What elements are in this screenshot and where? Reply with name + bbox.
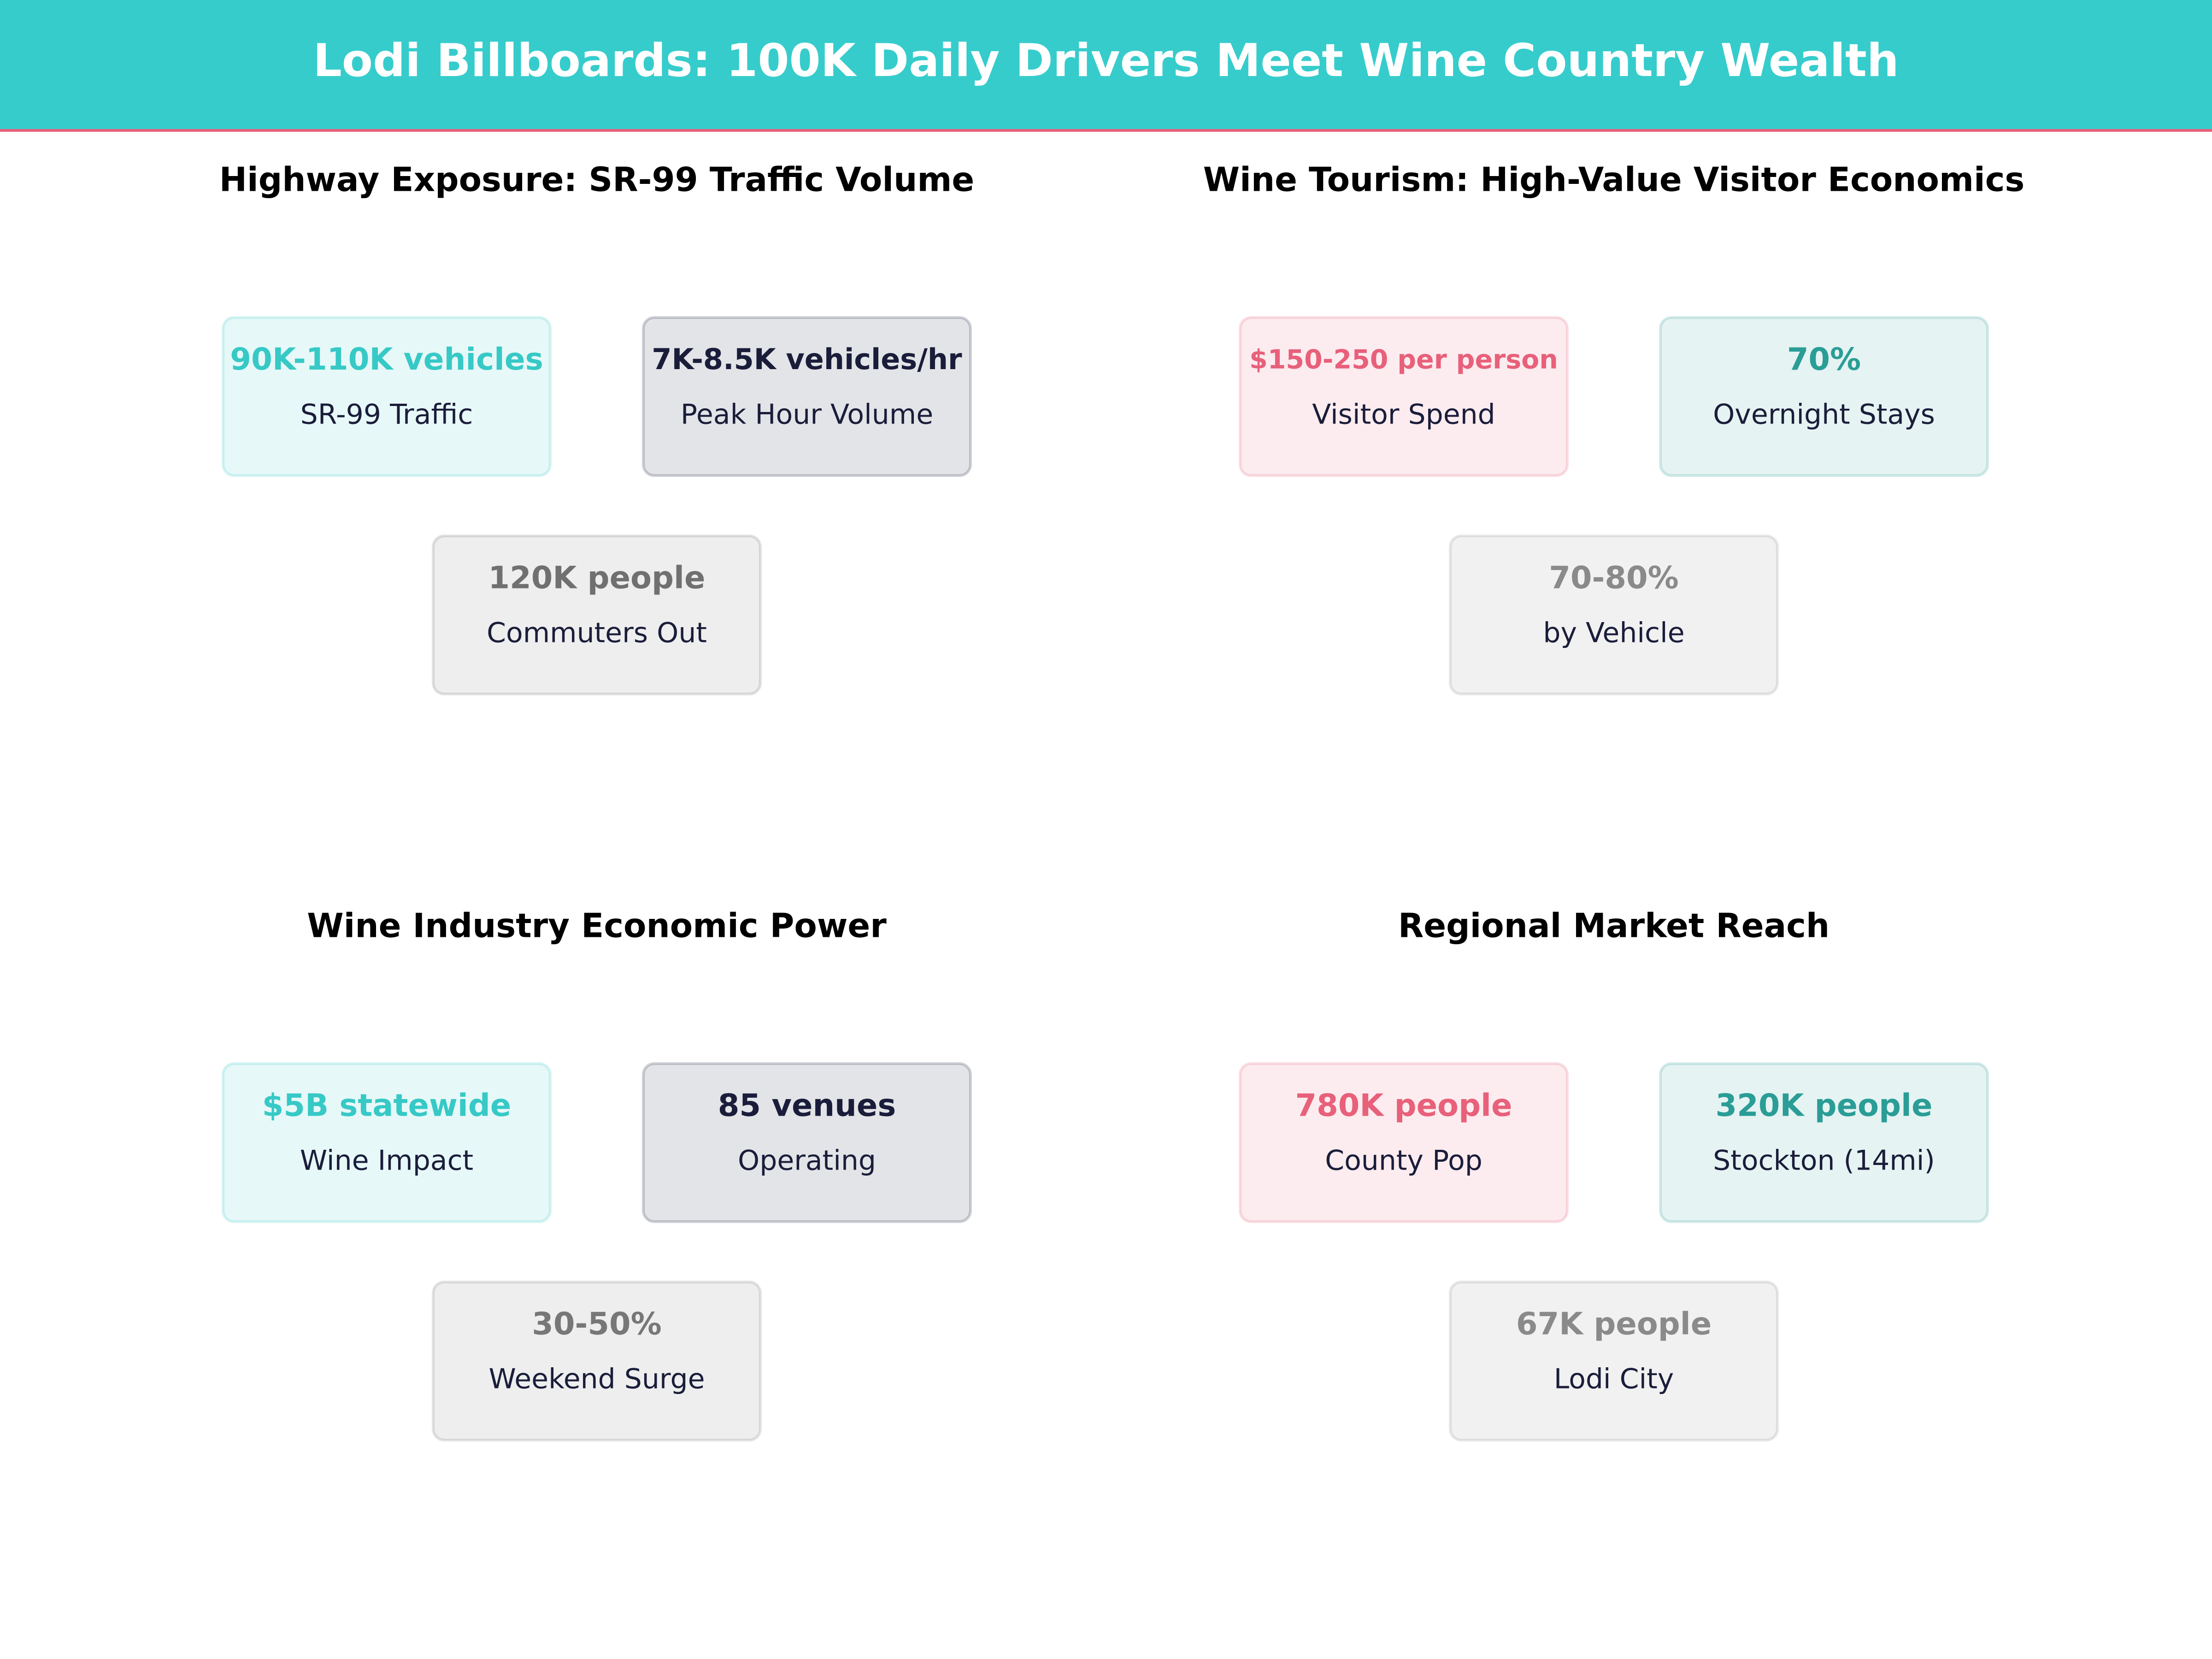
panel-title: Highway Exposure: SR-99 Traffic Volume <box>219 160 974 199</box>
card-label: Commuters Out <box>487 617 707 649</box>
panel-title: Regional Market Reach <box>1398 906 1830 945</box>
card-box <box>1239 1062 1569 1223</box>
kpi-card: 90K-110K vehicles SR-99 Traffic <box>222 316 552 477</box>
kpi-card: $150-250 per person Visitor Spend <box>1239 316 1569 477</box>
kpi-card: 85 venues Operating <box>642 1062 972 1223</box>
card-label: Wine Impact <box>300 1145 473 1177</box>
panel: Wine Industry Economic Power $5B statewid… <box>222 906 972 1441</box>
card-label: Lodi City <box>1554 1363 1674 1395</box>
card-label: Stockton (14mi) <box>1713 1145 1935 1177</box>
card-label: Overnight Stays <box>1713 399 1935 431</box>
header-band <box>0 0 2212 129</box>
card-label: by Vehicle <box>1543 617 1684 649</box>
kpi-card: 70-80% by Vehicle <box>1449 535 1779 695</box>
kpi-card: 70% Overnight Stays <box>1659 316 1989 477</box>
card-box <box>432 1281 762 1441</box>
card-box <box>642 316 972 477</box>
kpi-card: 780K people County Pop <box>1239 1062 1569 1223</box>
card-value: 30-50% <box>532 1306 661 1342</box>
card-value: $5B statewide <box>262 1088 511 1124</box>
card-box <box>1659 1062 1989 1223</box>
card-label: Visitor Spend <box>1312 399 1495 431</box>
card-value: 7K-8.5K vehicles/hr <box>652 342 962 376</box>
header-rule <box>0 129 2212 132</box>
kpi-card: 67K people Lodi City <box>1449 1281 1779 1441</box>
kpi-card: 30-50% Weekend Surge <box>432 1281 762 1441</box>
panel: Highway Exposure: SR-99 Traffic Volume 90… <box>219 160 974 695</box>
card-box <box>222 1062 552 1223</box>
card-value: 120K people <box>488 560 706 596</box>
card-label: SR-99 Traffic <box>300 399 473 431</box>
card-value: $150-250 per person <box>1249 345 1558 375</box>
kpi-card: $5B statewide Wine Impact <box>222 1062 552 1223</box>
card-value: 320K people <box>1716 1088 1933 1124</box>
card-value: 90K-110K vehicles <box>230 341 543 377</box>
kpi-card: 320K people Stockton (14mi) <box>1659 1062 1989 1223</box>
card-value: 70-80% <box>1549 560 1678 596</box>
kpi-card: 120K people Commuters Out <box>432 535 762 695</box>
card-value: 67K people <box>1516 1306 1712 1342</box>
card-box <box>642 1062 972 1223</box>
kpi-card: 7K-8.5K vehicles/hr Peak Hour Volume <box>642 316 972 477</box>
card-box <box>1449 1281 1779 1441</box>
card-box <box>1449 535 1779 695</box>
card-label: County Pop <box>1325 1145 1483 1177</box>
card-label: Peak Hour Volume <box>681 399 933 431</box>
panel: Wine Tourism: High-Value Visitor Economi… <box>1203 160 2024 695</box>
card-value: 780K people <box>1295 1088 1512 1124</box>
card-box <box>1659 316 1989 477</box>
card-box <box>222 316 552 477</box>
panel-title: Wine Tourism: High-Value Visitor Economi… <box>1203 160 2024 199</box>
card-box <box>432 535 762 695</box>
card-value: 70% <box>1787 341 1861 377</box>
card-label: Operating <box>738 1145 876 1177</box>
card-value: 85 venues <box>718 1088 896 1124</box>
card-label: Weekend Surge <box>488 1363 705 1395</box>
panel-title: Wine Industry Economic Power <box>307 906 887 945</box>
page-title: Lodi Billboards: 100K Daily Drivers Meet… <box>313 35 1899 87</box>
panel: Regional Market Reach 780K people County P… <box>1239 906 1989 1441</box>
card-box <box>1239 316 1569 477</box>
